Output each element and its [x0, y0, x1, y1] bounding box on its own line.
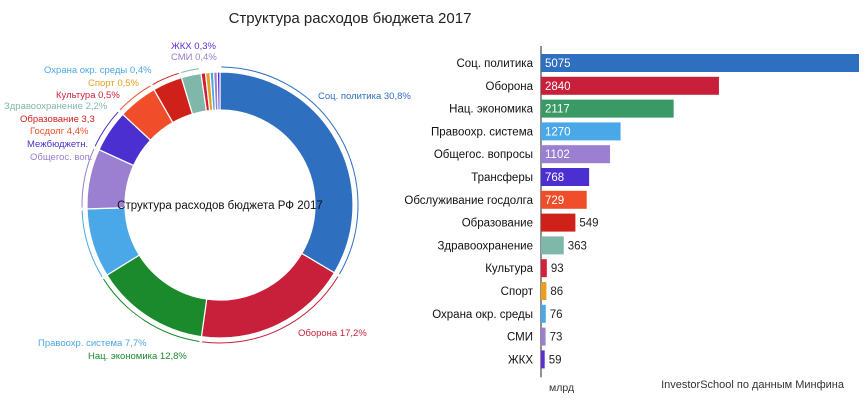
- donut-label-нац-экономика: Нац. экономика 12,8%: [88, 351, 187, 362]
- donut-slice-жкх: [216, 71, 221, 111]
- bar-category-соц-политика: Соц. политика: [456, 58, 533, 70]
- bar-value-общегос-вопросы: 1102: [545, 149, 570, 161]
- donut-bracket-нац-экономика: [103, 278, 200, 342]
- donut-bracket-госдолг: [119, 85, 151, 111]
- donut-label-правоохр-система: Правоохр. система 7,7%: [38, 338, 147, 349]
- bar-value-охрана-окр-среды: 76: [550, 309, 563, 321]
- bar-value-правоохр-система: 1270: [545, 126, 571, 138]
- donut-bracket-здравоохранение: [181, 68, 199, 74]
- bar-value-образование: 549: [579, 218, 598, 230]
- bar-value-обслуживание-госдолга: 729: [545, 195, 564, 207]
- bar-category-охрана-окр-среды: Охрана окр. среды: [432, 309, 533, 321]
- bar-value-оборона: 2840: [545, 81, 571, 93]
- bar-value-сми: 73: [550, 332, 563, 344]
- bar-category-общегос-вопросы: Общегос. вопросы: [434, 149, 533, 161]
- donut-label-спорт: Спорт 0,5%: [88, 78, 140, 89]
- bar-category-оборона: Оборона: [486, 81, 534, 93]
- bar-category-культура: Культура: [485, 263, 533, 275]
- bar-оборона: [541, 76, 719, 95]
- bar-культура: [541, 259, 547, 278]
- donut-bracket-правоохр-система: [81, 210, 103, 277]
- donut-bracket-межбюджетн: [94, 111, 119, 147]
- bar-category-обслуживание-госдолга: Обслуживание госдолга: [404, 195, 533, 207]
- bar-value-культура: 93: [551, 263, 564, 275]
- bar-спорт: [541, 282, 547, 300]
- bar-category-образование: Образование: [462, 218, 533, 230]
- donut-bracket-общегос-воп: [81, 148, 95, 208]
- bar-category-нац-экономика: Нац. экономика: [449, 104, 533, 116]
- bar-value-соц-политика: 5075: [545, 58, 571, 70]
- bar-category-сми: СМИ: [507, 332, 533, 344]
- donut-label-жкх: ЖКХ 0,3%: [171, 41, 216, 52]
- source-note: InvestorSchool по данным Минфина: [661, 379, 844, 391]
- bar-category-правоохр-система: Правоохр. система: [431, 126, 534, 138]
- bar-обслуживание-госдолга: [541, 190, 587, 209]
- donut-bracket-оборона: [202, 276, 339, 344]
- page-title: Структура расходов бюджета 2017: [228, 10, 472, 27]
- donut-label-госдолг: Госдолг 4,4%: [30, 126, 89, 137]
- donut-label-культура: Культура 0,5%: [56, 90, 120, 101]
- bar-образование: [541, 213, 576, 232]
- donut-slice-оборона: [200, 252, 336, 339]
- donut-label-образование: Образование 3,3: [20, 114, 95, 125]
- bar-unit-label: млрд: [549, 382, 574, 394]
- bar-сми: [541, 327, 546, 346]
- bar-chart: Соц. политика 5075 Оборона 2840 Нац. экономи…: [404, 46, 859, 394]
- bar-охрана-окр-среды: [541, 304, 546, 323]
- donut-label-охрана-окр-среды: Охрана окр. среды 0,4%: [44, 65, 152, 76]
- bar-соц-политика: [541, 54, 859, 72]
- bar-value-здравоохранение: 363: [568, 240, 587, 252]
- bar-общегос-вопросы: [541, 145, 611, 164]
- donut-slice-соц-политика: [219, 71, 354, 274]
- donut-bracket-соц-политика: [221, 66, 359, 275]
- bar-value-спорт: 86: [550, 286, 563, 298]
- donut-label-оборона: Оборона 17,2%: [298, 328, 367, 339]
- bar-category-здравоохранение: Здравоохранение: [437, 240, 533, 252]
- bar-здравоохранение: [541, 236, 564, 255]
- donut-label-сми: СМИ 0,4%: [171, 52, 217, 63]
- donut-label-здравоохранение: Здравоохранение 2,2%: [4, 101, 108, 112]
- bar-value-нац-экономика: 2117: [545, 104, 570, 116]
- bar-жкх: [541, 350, 545, 369]
- bar-category-жкх: ЖКХ: [508, 354, 533, 366]
- bar-нац-экономика: [541, 99, 674, 118]
- donut-center-label: Структура расходов бюджета РФ 2017: [117, 200, 323, 212]
- bar-category-трансферы: Трансферы: [471, 172, 533, 184]
- donut-label-общегос-воп: Общегос. воп.: [30, 152, 92, 163]
- bar-правоохр-система: [541, 122, 621, 141]
- bar-value-жкх: 59: [549, 354, 562, 366]
- bar-трансферы: [541, 168, 590, 186]
- donut-label-соц-политика: Соц. политика 30,8%: [318, 91, 411, 102]
- donut-chart: Соц. политика 30,8% Оборона 17,2% Нац. эко…: [4, 41, 411, 362]
- bar-category-спорт: Спорт: [501, 286, 534, 298]
- donut-slice-нац-экономика: [106, 254, 208, 338]
- bar-value-трансферы: 768: [545, 172, 564, 184]
- donut-bracket-образование: [152, 72, 179, 85]
- donut-label-межбюджетн: Межбюджетн.: [27, 139, 88, 150]
